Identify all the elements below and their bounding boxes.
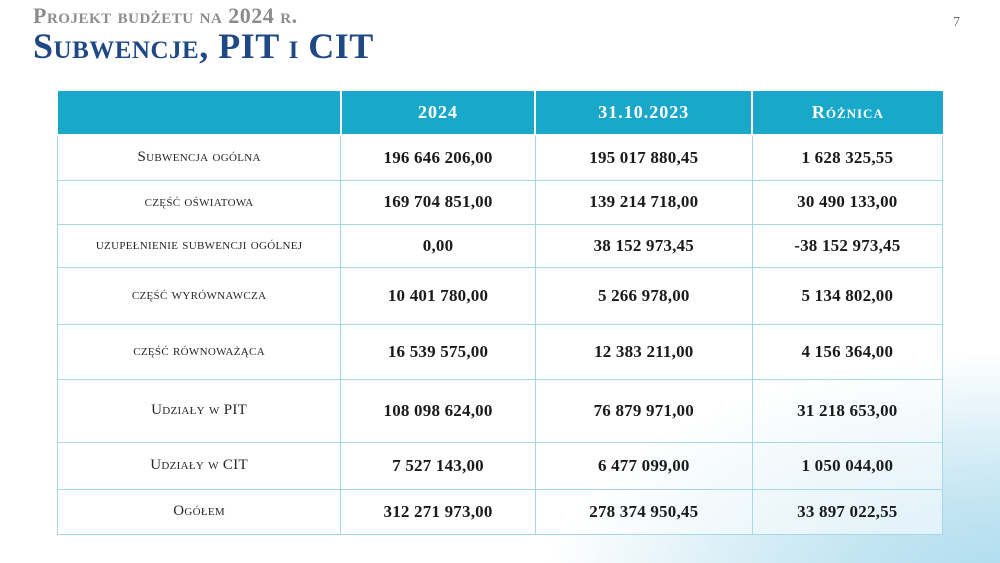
- value-diff: -38 152 973,45: [751, 223, 944, 268]
- title-block: Projekt budżetu na 2024 r. Subwencje, PI…: [33, 3, 374, 66]
- header-cell-roznica: Różnica: [752, 91, 943, 136]
- row-label: Subwencja ogólna: [56, 134, 342, 181]
- value-2024: 196 646 206,00: [340, 134, 536, 181]
- row-label: część wyrównawcza: [56, 266, 342, 325]
- value-2024: 0,00: [340, 223, 536, 268]
- value-2023: 139 214 718,00: [534, 179, 753, 225]
- table-row: część równoważąca 16 539 575,00 12 383 2…: [56, 323, 944, 380]
- value-2023: 6 477 099,00: [534, 441, 753, 490]
- value-2023: 195 017 880,45: [534, 134, 753, 181]
- value-2024: 312 271 973,00: [340, 488, 536, 535]
- table-row: Subwencja ogólna 196 646 206,00 195 017 …: [56, 134, 944, 181]
- row-label: Udziały w PIT: [56, 378, 342, 443]
- budget-table: 2024 31.10.2023 Różnica Subwencja ogólna…: [56, 91, 944, 535]
- value-diff: 1 050 044,00: [751, 441, 944, 490]
- value-2023: 38 152 973,45: [534, 223, 753, 268]
- table-row: część wyrównawcza 10 401 780,00 5 266 97…: [56, 266, 944, 325]
- table-row: Udziały w PIT 108 098 624,00 76 879 971,…: [56, 378, 944, 443]
- table-body: Subwencja ogólna 196 646 206,00 195 017 …: [56, 134, 944, 535]
- value-2024: 169 704 851,00: [340, 179, 536, 225]
- value-diff: 33 897 022,55: [751, 488, 944, 535]
- table-row: Ogółem 312 271 973,00 278 374 950,45 33 …: [56, 488, 944, 535]
- table-header: 2024 31.10.2023 Różnica: [57, 91, 943, 136]
- value-2023: 12 383 211,00: [534, 323, 753, 380]
- header-row: 2024 31.10.2023 Różnica: [57, 91, 943, 136]
- table-row: część oświatowa 169 704 851,00 139 214 7…: [56, 179, 944, 225]
- header-cell-2023: 31.10.2023: [535, 91, 754, 136]
- value-2024: 10 401 780,00: [340, 266, 536, 325]
- table-row: uzupełnienie subwencji ogólnej 0,00 38 1…: [56, 223, 944, 268]
- value-2023: 278 374 950,45: [534, 488, 753, 535]
- row-label: część równoważąca: [56, 323, 342, 380]
- slide-title: Subwencje, PIT i CIT: [33, 26, 374, 67]
- row-label: Ogółem: [56, 488, 342, 535]
- value-2024: 7 527 143,00: [340, 441, 536, 490]
- table-row: Udziały w CIT 7 527 143,00 6 477 099,00 …: [56, 441, 944, 490]
- value-diff: 31 218 653,00: [751, 378, 944, 443]
- value-2023: 76 879 971,00: [534, 378, 753, 443]
- header-cell-2024: 2024: [340, 91, 537, 136]
- value-2024: 108 098 624,00: [340, 378, 536, 443]
- slide-kicker: Projekt budżetu na 2024 r.: [33, 3, 298, 28]
- value-diff: 5 134 802,00: [751, 266, 944, 325]
- header-cell-empty: [57, 91, 342, 136]
- row-label: część oświatowa: [56, 179, 342, 225]
- value-2024: 16 539 575,00: [340, 323, 536, 380]
- value-diff: 4 156 364,00: [751, 323, 944, 380]
- row-label: uzupełnienie subwencji ogólnej: [56, 223, 342, 268]
- row-label: Udziały w CIT: [56, 441, 342, 490]
- page-number: 7: [953, 15, 960, 30]
- value-diff: 1 628 325,55: [751, 134, 944, 181]
- value-diff: 30 490 133,00: [751, 179, 944, 225]
- value-2023: 5 266 978,00: [534, 266, 753, 325]
